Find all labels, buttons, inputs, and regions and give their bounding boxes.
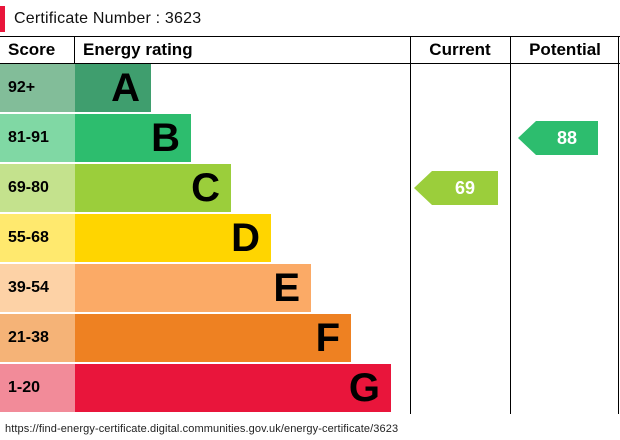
- band-score-range: 21-38: [0, 314, 75, 362]
- band-row-a: 92+ A: [0, 64, 620, 112]
- current-rating-arrow: 69: [414, 171, 498, 205]
- band-score-range: 1-20: [0, 364, 75, 412]
- band-score-range: 92+: [0, 64, 75, 112]
- column-header-potential: Potential: [529, 40, 601, 59]
- column-divider-current: [410, 36, 411, 414]
- chart-right-border: [618, 36, 619, 414]
- column-header-score: Score: [0, 37, 75, 63]
- band-bar-d: D: [75, 214, 271, 262]
- certificate-header: Certificate Number : 3623: [0, 4, 620, 34]
- chart-header-row: Score Energy rating Current Potential: [0, 36, 620, 64]
- band-row-e: 39-54 E: [0, 264, 620, 312]
- potential-rating-arrow: 88: [518, 121, 598, 155]
- certificate-url: https://find-energy-certificate.digital.…: [5, 423, 399, 435]
- accent-bar: [0, 6, 5, 32]
- band-bar-e: E: [75, 264, 311, 312]
- band-letter: B: [151, 116, 180, 160]
- band-letter: F: [315, 316, 340, 360]
- epc-rating-page: Certificate Number : 3623 Score Energy r…: [0, 4, 620, 440]
- band-letter: A: [111, 66, 140, 110]
- band-score-range: 55-68: [0, 214, 75, 262]
- energy-rating-chart: Score Energy rating Current Potential 92…: [0, 36, 620, 414]
- band-letter: E: [273, 266, 300, 310]
- band-bar-g: G: [75, 364, 391, 412]
- band-bar-a: A: [75, 64, 151, 112]
- band-bar-f: F: [75, 314, 351, 362]
- band-letter: C: [191, 166, 220, 210]
- band-score-range: 69-80: [0, 164, 75, 212]
- band-score-range: 39-54: [0, 264, 75, 312]
- band-row-d: 55-68 D: [0, 214, 620, 262]
- band-row-f: 21-38 F: [0, 314, 620, 362]
- column-header-current: Current: [429, 40, 491, 59]
- band-row-c: 69-80 C: [0, 164, 620, 212]
- band-letter: G: [348, 366, 380, 410]
- certificate-number-label: Certificate Number : 3623: [14, 10, 202, 27]
- band-score-range: 81-91: [0, 114, 75, 162]
- band-letter: D: [231, 216, 260, 260]
- column-divider-potential: [510, 36, 511, 414]
- band-bar-b: B: [75, 114, 191, 162]
- band-bar-c: C: [75, 164, 231, 212]
- current-rating-value: 69: [454, 177, 476, 198]
- potential-rating-value: 88: [556, 127, 578, 148]
- band-row-b: 81-91 B: [0, 114, 620, 162]
- rating-bands: 92+ A 81-91 B 69-80 C 55-68 D: [0, 64, 620, 412]
- column-header-energy-rating: Energy rating: [83, 40, 193, 59]
- band-row-g: 1-20 G: [0, 364, 620, 412]
